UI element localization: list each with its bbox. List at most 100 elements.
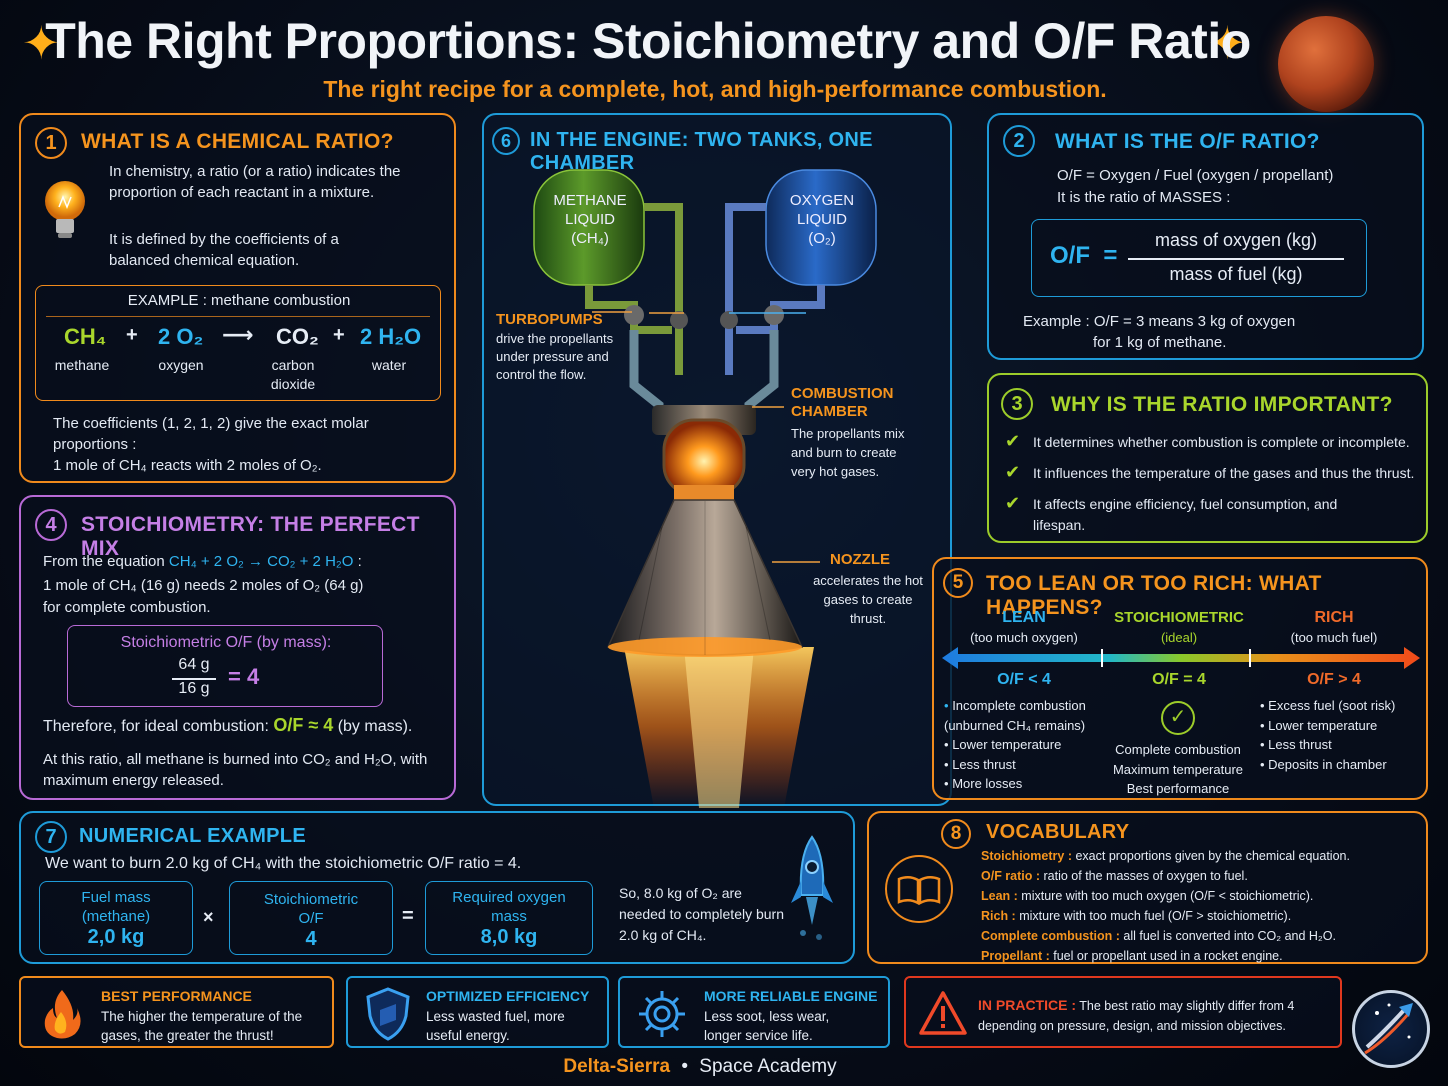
practice-title: IN PRACTICE : xyxy=(978,997,1076,1013)
eff-title: OPTIMIZED EFFICIENCY xyxy=(426,988,590,1004)
oxygen-tank-line1: OXYGEN xyxy=(789,192,855,209)
section-number: 3 xyxy=(1001,388,1033,420)
eq-arrow: ⟶ xyxy=(222,322,254,347)
checkmark-icon: ✔ xyxy=(1005,462,1021,482)
turbopumps-title: TURBOPUMPS xyxy=(496,311,603,328)
stoich-item: Maximum temperature xyxy=(1112,761,1244,777)
oxygen-mass-box: Required oxygen mass 8,0 kg xyxy=(425,881,593,955)
card-in-practice: IN PRACTICE : The best ratio may slightl… xyxy=(904,976,1342,1048)
section-lean-rich: 5 TOO LEAN OR TOO RICH: WHAT HAPPENS? LE… xyxy=(932,557,1428,800)
brand-academy: Space Academy xyxy=(699,1056,837,1077)
section-chemical-ratio: 1 WHAT IS A CHEMICAL RATIO? In chemistry… xyxy=(19,113,456,483)
stoich-list: Complete combustion Maximum temperature … xyxy=(1102,740,1254,799)
section-title: STOICHIOMETRY: THE PERFECT MIX xyxy=(81,513,420,560)
oxygen-tank-line3: (O₂) xyxy=(808,230,836,247)
fuel-mass-label: Fuel mass (methane) xyxy=(81,889,151,925)
oxygen-mass-label: Required oxygen mass xyxy=(452,889,566,925)
section-title: VOCABULARY xyxy=(986,821,1130,843)
vocab-term: Lean : mixture with too much oxygen (O/F… xyxy=(981,889,1314,903)
rich-item: • Excess fuel (soot risk) xyxy=(1260,698,1396,713)
stoich-of-value: 4 xyxy=(305,928,317,950)
page-title: The Right Proportions: Stoichiometry and… xyxy=(45,13,1251,69)
methane-tank-line3: (CH₄) xyxy=(571,230,609,247)
of-example-line1: Example : O/F = 3 means 3 kg of oxygen xyxy=(1023,313,1296,330)
rich-item: • Lower temperature xyxy=(1260,717,1378,733)
lean-list: • Incomplete combustion (unburned CH₄ re… xyxy=(944,696,1104,794)
vocab-term: Rich : mixture with too much fuel (O/F >… xyxy=(981,909,1292,923)
eq-ch4: CH₄ xyxy=(64,324,107,349)
brand-separator: • xyxy=(681,1056,688,1077)
card-optimized-efficiency: OPTIMIZED EFFICIENCY Less wasted fuel, m… xyxy=(346,976,609,1048)
section-numerical-example: 7 NUMERICAL EXAMPLE We want to burn 2.0 … xyxy=(19,811,855,964)
section-stoichiometry: 4 STOICHIOMETRY: THE PERFECT MIX From th… xyxy=(19,495,456,800)
sparkle-icon-left: ✦ xyxy=(22,17,61,69)
ratio-result: = 4 xyxy=(228,664,260,689)
section-number: 4 xyxy=(35,509,67,541)
section-title: WHAT IS A CHEMICAL RATIO? xyxy=(81,130,394,153)
importance-item-2: It influences the temperature of the gas… xyxy=(1033,465,1415,481)
methane-tank-line1: METHANE xyxy=(553,192,627,209)
card-reliable-engine: MORE RELIABLE ENGINE Less soot, less wea… xyxy=(618,976,890,1048)
book-icon xyxy=(885,855,953,923)
checkmark-icon: ✔ xyxy=(1005,431,1021,451)
rich-list: • Excess fuel (soot risk) • Lower temper… xyxy=(1260,696,1426,774)
ideal-line: Therefore, for ideal combustion: O/F ≈ 4… xyxy=(43,715,463,737)
section-vocabulary: 8 VOCABULARY Stoichiometry : exact propo… xyxy=(867,811,1428,964)
equation-line: From the equation CH₄ + 2 O₂ → CO₂ + 2 H… xyxy=(43,551,443,572)
importance-item-1: It determines whether combustion is comp… xyxy=(1033,434,1410,450)
practice-text-block: IN PRACTICE : The best ratio may slightl… xyxy=(978,995,1333,1036)
max-energy-text: At this ratio, all methane is burned int… xyxy=(43,751,428,789)
example-intro: We want to burn 2.0 kg of CH₄ with the s… xyxy=(45,855,522,872)
lightbulb-icon xyxy=(37,171,93,251)
lean-title: LEAN xyxy=(1002,609,1046,626)
coefficients-note: The coefficients (1, 2, 1, 2) give the e… xyxy=(53,415,369,453)
example-label: EXAMPLE : methane combustion xyxy=(127,292,351,309)
methane-tank-label: METHANE LIQUID (CH₄) xyxy=(536,191,644,248)
section-number: 8 xyxy=(941,819,971,849)
checkmark-icon: ✔ xyxy=(1005,493,1021,513)
turbopumps-text: drive the propellants under pressure and… xyxy=(496,331,614,382)
importance-item-3: It affects engine efficiency, fuel consu… xyxy=(1033,496,1338,533)
stoich-of-label: Stoichiometric O/F xyxy=(263,891,359,927)
equation-formula: CH₄ + 2 O₂ → CO₂ + 2 H₂O xyxy=(168,553,354,570)
section-number: 6 xyxy=(492,127,520,155)
stoich-of-box: Stoichiometric O/F 4 xyxy=(229,881,393,955)
fuel-mass-box: Fuel mass (methane) 2,0 kg xyxy=(39,881,193,955)
check-circle-icon: ✓ xyxy=(1161,701,1195,735)
mole-note: 1 mole of CH₄ reacts with 2 moles of O₂. xyxy=(53,457,322,474)
stoich-ratio: O/F = 4 xyxy=(1152,671,1206,688)
methane-tank-line2: LIQUID xyxy=(564,211,615,228)
section-number: 5 xyxy=(943,568,973,598)
academy-logo xyxy=(1352,990,1430,1068)
equation-colon: : xyxy=(357,553,362,570)
fraction-denominator: 16 g xyxy=(178,680,210,697)
of-definition: O/F = Oxygen / Fuel (oxygen / propellant… xyxy=(1057,167,1334,184)
section-title: IN THE ENGINE: TWO TANKS, ONE CHAMBER xyxy=(530,129,873,174)
oxygen-tank-label: OXYGEN LIQUID (O₂) xyxy=(768,191,876,248)
formula-denominator: mass of fuel (kg) xyxy=(1169,264,1303,284)
lean-item: • Lower temperature xyxy=(944,737,1062,752)
eq-h2o: 2 H₂O xyxy=(360,324,422,349)
section-number: 2 xyxy=(1003,125,1035,157)
section-number: 7 xyxy=(35,821,67,853)
card-best-performance: BEST PERFORMANCE The higher the temperat… xyxy=(19,976,334,1048)
section-engine: 6 IN THE ENGINE: TWO TANKS, ONE CHAMBER xyxy=(482,113,952,808)
example-result: So, 8.0 kg of O₂ are needed to completel… xyxy=(619,885,784,943)
multiply-sign: × xyxy=(203,907,214,927)
eff-text: Less wasted fuel, more useful energy. xyxy=(426,1009,565,1043)
stoich-title: STOICHIOMETRIC xyxy=(1114,609,1244,626)
equation-intro: From the equation xyxy=(43,553,165,570)
fuel-mass-value: 2,0 kg xyxy=(87,926,145,948)
footer-brand: Delta-Sierra • Space Academy xyxy=(450,1056,950,1078)
complete-line: for complete combustion. xyxy=(43,599,211,616)
ratio-box-title: Stoichiometric O/F (by mass): xyxy=(120,634,332,651)
formula-lhs: O/F = xyxy=(1050,242,1118,269)
nozzle-title: NOZZLE xyxy=(830,551,890,568)
warning-icon xyxy=(919,991,967,1035)
fraction-numerator: 64 g xyxy=(178,656,210,673)
section-title: TOO LEAN OR TOO RICH: WHAT HAPPENS? xyxy=(986,572,1322,619)
lean-ratio: O/F < 4 xyxy=(997,671,1051,688)
vocab-term: Propellant : fuel or propellant used in … xyxy=(981,949,1283,963)
ratio-coefficients-text: It is defined by the coefficients of a b… xyxy=(109,231,339,269)
combustion-chamber-text: The propellants mix and burn to create v… xyxy=(791,426,905,479)
